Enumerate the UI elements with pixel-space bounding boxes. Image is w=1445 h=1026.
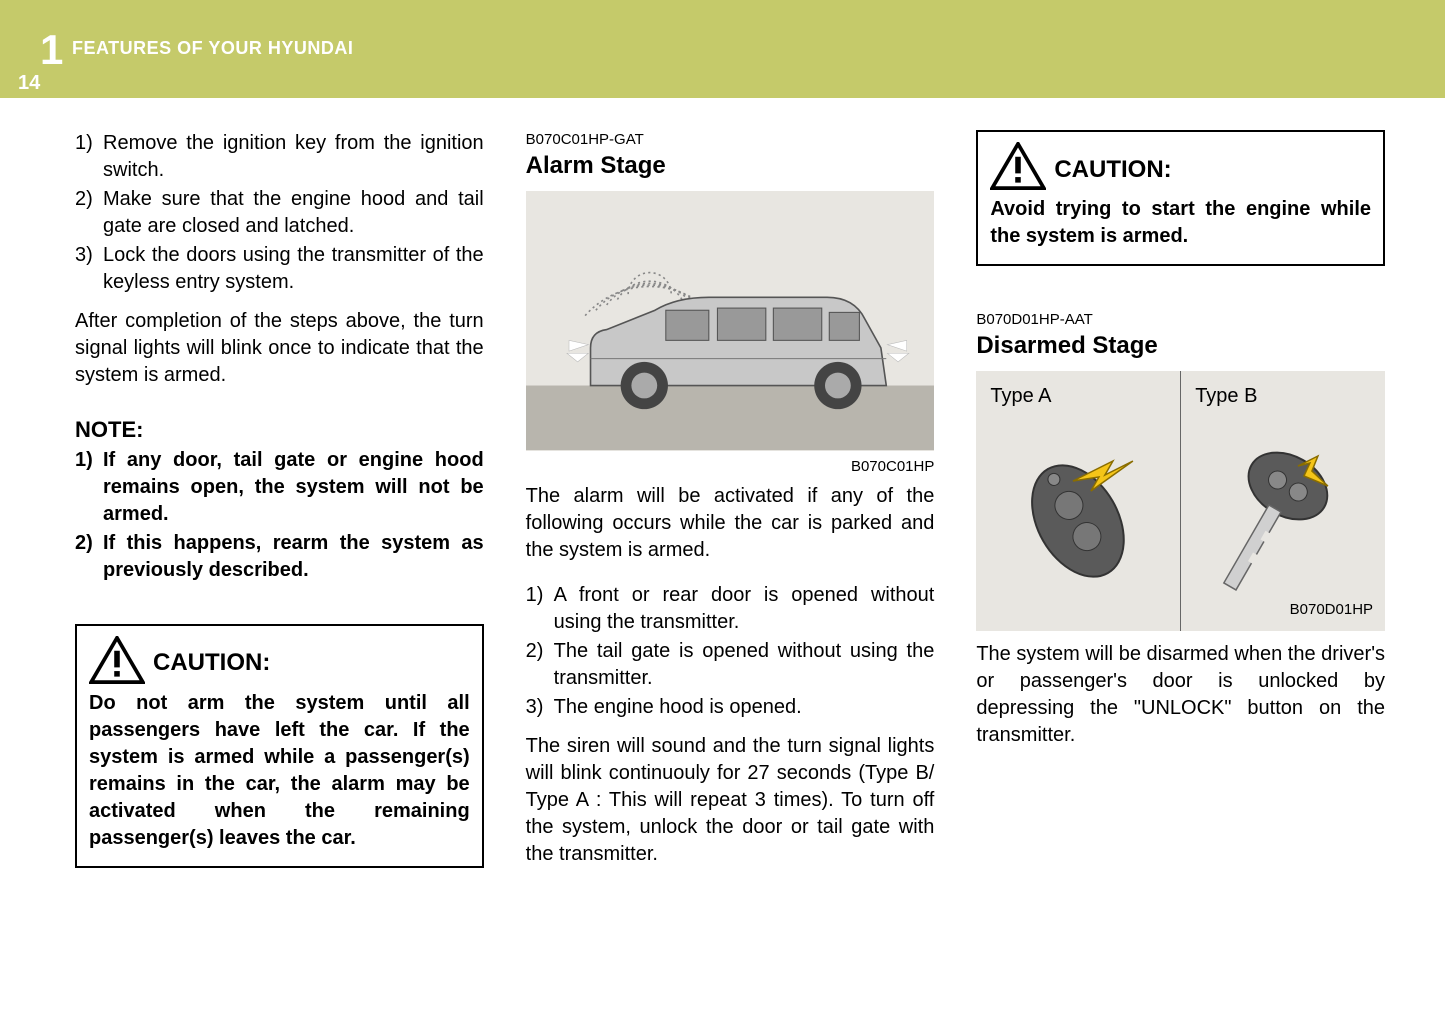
note-number: 1) bbox=[75, 447, 103, 528]
item-number: 2) bbox=[526, 638, 554, 692]
note-item: 1) If any door, tail gate or engine hood… bbox=[75, 447, 484, 528]
column-left: 1) Remove the ignition key from the igni… bbox=[75, 130, 484, 868]
step-item: 1) Remove the ignition key from the igni… bbox=[75, 130, 484, 184]
type-a-label: Type A bbox=[990, 383, 1051, 410]
key-type-a-panel: Type A bbox=[976, 371, 1181, 631]
column-middle: B070C01HP-GAT Alarm Stage bbox=[526, 130, 935, 868]
caution-body: Do not arm the system until all passenge… bbox=[89, 690, 470, 852]
paragraph: The alarm will be activated if any of th… bbox=[526, 483, 935, 564]
paragraph: The system will be disarmed when the dri… bbox=[976, 641, 1385, 749]
caution-header: CAUTION: bbox=[990, 142, 1371, 190]
note-heading: NOTE: bbox=[75, 415, 484, 445]
caution-label: CAUTION: bbox=[153, 647, 270, 683]
step-text: Make sure that the engine hood and tail … bbox=[103, 186, 484, 240]
list-item: 1) A front or rear door is opened withou… bbox=[526, 582, 935, 636]
step-item: 2) Make sure that the engine hood and ta… bbox=[75, 186, 484, 240]
sub-heading: Disarmed Stage bbox=[976, 330, 1385, 362]
paragraph: After completion of the steps above, the… bbox=[75, 308, 484, 389]
item-text: The tail gate is opened without using th… bbox=[554, 638, 935, 692]
list-item: 3) The engine hood is opened. bbox=[526, 694, 935, 721]
step-item: 3) Lock the doors using the transmitter … bbox=[75, 242, 484, 296]
caution-box: CAUTION: Do not arm the system until all… bbox=[75, 624, 484, 868]
figure-code: B070C01HP bbox=[526, 457, 935, 477]
step-text: Lock the doors using the transmitter of … bbox=[103, 242, 484, 296]
step-text: Remove the ignition key from the ignitio… bbox=[103, 130, 484, 184]
step-number: 1) bbox=[75, 130, 103, 184]
car-alarm-icon bbox=[526, 191, 935, 451]
key-icon bbox=[1181, 371, 1385, 631]
warning-triangle-icon bbox=[990, 142, 1046, 190]
item-number: 3) bbox=[526, 694, 554, 721]
sub-heading: Alarm Stage bbox=[526, 150, 935, 182]
paragraph: The siren will sound and the turn signal… bbox=[526, 733, 935, 868]
caution-header: CAUTION: bbox=[89, 636, 470, 684]
figure-code: B070D01HP bbox=[1290, 600, 1373, 620]
alarm-figure bbox=[526, 191, 935, 451]
warning-triangle-icon bbox=[89, 636, 145, 684]
list-item: 2) The tail gate is opened without using… bbox=[526, 638, 935, 692]
section-number: 1 bbox=[40, 26, 63, 74]
section-code: B070D01HP-AAT bbox=[976, 310, 1385, 330]
step-number: 3) bbox=[75, 242, 103, 296]
disarmed-figure: Type A Type B bbox=[976, 371, 1385, 631]
type-b-label: Type B bbox=[1195, 383, 1257, 410]
page-number: 14 bbox=[18, 72, 40, 95]
caution-label: CAUTION: bbox=[1054, 154, 1171, 190]
item-text: A front or rear door is opened without u… bbox=[554, 582, 935, 636]
key-type-b-panel: Type B B070D01HP bbox=[1181, 371, 1385, 631]
key-fob-icon bbox=[976, 371, 1180, 631]
item-text: The engine hood is opened. bbox=[554, 694, 935, 721]
note-number: 2) bbox=[75, 530, 103, 584]
step-number: 2) bbox=[75, 186, 103, 240]
note-item: 2) If this happens, rearm the system as … bbox=[75, 530, 484, 584]
caution-box: CAUTION: Avoid trying to start the engin… bbox=[976, 130, 1385, 266]
section-code: B070C01HP-GAT bbox=[526, 130, 935, 150]
page-header: 1 FEATURES OF YOUR HYUNDAI 14 bbox=[0, 0, 1445, 98]
column-right: CAUTION: Avoid trying to start the engin… bbox=[976, 130, 1385, 868]
note-text: If any door, tail gate or engine hood re… bbox=[103, 447, 484, 528]
item-number: 1) bbox=[526, 582, 554, 636]
caution-body: Avoid trying to start the engine while t… bbox=[990, 196, 1371, 250]
page-content: 1) Remove the ignition key from the igni… bbox=[0, 98, 1445, 868]
note-text: If this happens, rearm the system as pre… bbox=[103, 530, 484, 584]
section-title: FEATURES OF YOUR HYUNDAI bbox=[72, 38, 353, 59]
